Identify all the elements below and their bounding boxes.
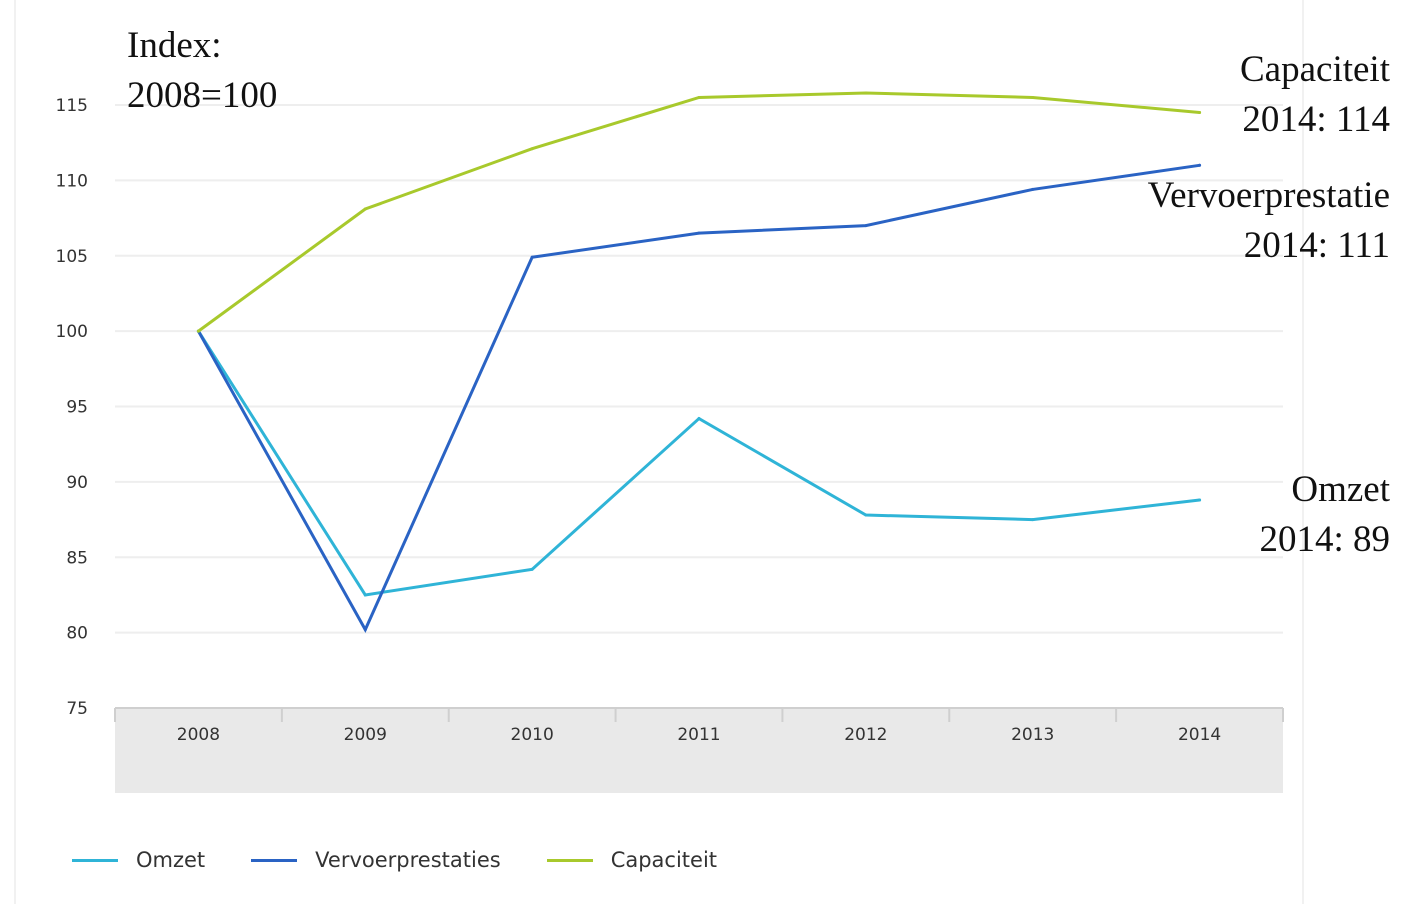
right-border xyxy=(1302,0,1304,904)
y-tick-label-80: 80 xyxy=(66,624,88,644)
y-tick-label-85: 85 xyxy=(66,548,88,568)
y-tick-label-100: 100 xyxy=(56,322,88,342)
annotation-omzet-value: 2014: 89 xyxy=(1259,519,1390,560)
x-tick-label-2011: 2011 xyxy=(677,725,720,745)
data-point-vervoerprestaties-2009 xyxy=(363,628,367,632)
y-tick-label-95: 95 xyxy=(66,398,88,418)
data-point-capaciteit-2011 xyxy=(697,95,701,99)
legend-item-capaciteit[interactable]: Capaciteit xyxy=(546,848,718,872)
y-axis-ticks: 75 80 85 90 95 100 105 110 115 xyxy=(56,96,88,719)
grid-lines xyxy=(115,104,1283,634)
data-point-capaciteit-2008 xyxy=(196,329,200,333)
legend-item-vervoerprestaties[interactable]: Vervoerprestaties xyxy=(251,848,501,872)
y-tick-label-75: 75 xyxy=(66,699,88,719)
x-tick-label-2014: 2014 xyxy=(1178,725,1221,745)
legend-swatch-omzet xyxy=(72,858,118,862)
legend-swatch-vervoerprestaties xyxy=(251,858,298,862)
annotation-omzet: Omzet 2014: 89 xyxy=(1259,465,1390,565)
data-point-omzet-2014 xyxy=(1198,498,1202,502)
y-tick-label-90: 90 xyxy=(66,473,88,493)
index-title: Index: 2008=100 xyxy=(127,21,277,121)
data-point-omzet-2010 xyxy=(530,567,534,571)
index-title-line-2: 2008=100 xyxy=(127,75,278,116)
legend-item-omzet[interactable]: Omzet xyxy=(72,848,205,872)
data-point-vervoerprestaties-2011 xyxy=(697,231,701,235)
series-lines xyxy=(196,91,1202,633)
data-point-capaciteit-2014 xyxy=(1198,111,1202,115)
legend-label-vervoerprestaties: Vervoerprestaties xyxy=(315,848,501,872)
annotation-capaciteit-value: 2014: 114 xyxy=(1242,99,1390,140)
series-line-vervoerprestaties xyxy=(196,163,1202,633)
x-axis-ticks: 2008 2009 2010 2011 2012 2013 2014 xyxy=(177,725,1221,745)
annotation-vervoerprestatie-name: Vervoerprestatie xyxy=(1147,175,1390,216)
legend-label-omzet: Omzet xyxy=(136,848,206,872)
annotation-omzet-name: Omzet xyxy=(1291,469,1390,510)
data-point-capaciteit-2013 xyxy=(1031,95,1035,99)
legend-label-capaciteit: Capaciteit xyxy=(610,848,718,872)
x-tick-label-2010: 2010 xyxy=(511,725,554,745)
annotation-capaciteit-name: Capaciteit xyxy=(1240,49,1390,90)
data-point-vervoerprestaties-2014 xyxy=(1198,163,1202,167)
annotation-vervoerprestatie: Vervoerprestatie 2014: 111 xyxy=(1148,171,1390,271)
data-point-capaciteit-2010 xyxy=(530,147,534,151)
data-point-capaciteit-2009 xyxy=(363,207,367,211)
data-point-omzet-2012 xyxy=(864,513,868,517)
series-line-capaciteit xyxy=(196,91,1202,333)
y-tick-label-115: 115 xyxy=(56,96,88,116)
x-axis-band xyxy=(114,707,1284,793)
index-title-line-1: Index: xyxy=(127,25,222,66)
y-tick-label-110: 110 xyxy=(56,171,88,191)
y-tick-label-105: 105 xyxy=(56,247,88,267)
x-tick-label-2008: 2008 xyxy=(177,725,220,745)
x-axis-band-background xyxy=(115,708,1283,793)
data-point-omzet-2013 xyxy=(1031,518,1035,522)
left-border xyxy=(14,0,16,904)
x-tick-label-2013: 2013 xyxy=(1011,725,1054,745)
data-point-omzet-2011 xyxy=(697,417,701,421)
legend: Omzet Vervoerprestaties Capaciteit xyxy=(72,848,763,872)
series-line-omzet xyxy=(196,329,1202,597)
legend-swatch-capaciteit xyxy=(546,858,593,862)
data-point-vervoerprestaties-2010 xyxy=(530,255,534,259)
data-point-omzet-2009 xyxy=(363,593,367,597)
data-point-capaciteit-2012 xyxy=(864,91,868,95)
x-tick-label-2012: 2012 xyxy=(844,725,887,745)
data-point-vervoerprestaties-2013 xyxy=(1031,187,1035,191)
x-tick-label-2009: 2009 xyxy=(344,725,387,745)
annotation-capaciteit: Capaciteit 2014: 114 xyxy=(1240,45,1390,145)
data-point-vervoerprestaties-2012 xyxy=(864,224,868,228)
annotation-vervoerprestatie-value: 2014: 111 xyxy=(1243,225,1390,266)
